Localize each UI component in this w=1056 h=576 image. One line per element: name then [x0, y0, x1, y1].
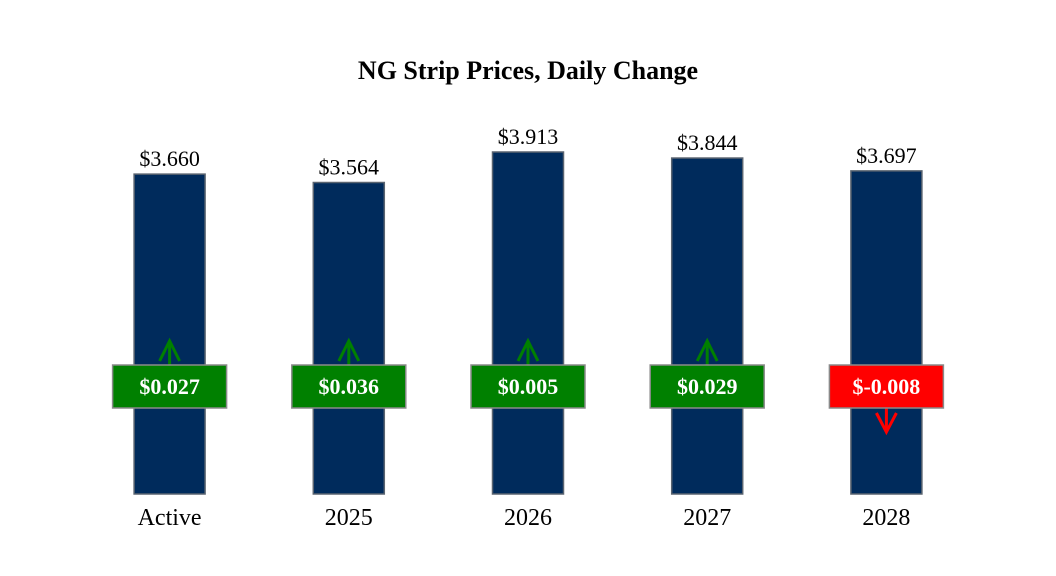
change-badge: [291, 364, 407, 409]
change-label: $0.027: [139, 374, 200, 399]
x-tick-label: 2027: [683, 505, 731, 531]
bar-2026: [491, 151, 565, 495]
change-label: $0.005: [498, 374, 559, 399]
chart-title: NG Strip Prices, Daily Change: [358, 56, 698, 85]
x-tick-label: Active: [138, 505, 202, 531]
x-tick-label: 2028: [862, 505, 910, 531]
change-label: $0.029: [677, 374, 738, 399]
bar-value-label: $3.844: [677, 130, 738, 155]
bar-value-label: $3.564: [319, 155, 380, 180]
change-badge: [111, 364, 228, 409]
bar-2028: [850, 170, 923, 495]
change-label: $-0.008: [852, 374, 920, 399]
bar-value-label: $3.913: [498, 124, 559, 149]
bar-active: [133, 173, 206, 495]
change-label: $0.036: [319, 374, 380, 399]
chart-marks: $3.660 Active $0.027 $3.564 2025 $0.036 $3.913…: [111, 124, 945, 531]
bar-value-label: $3.697: [856, 143, 917, 168]
change-badge: [649, 364, 765, 409]
x-tick-label: 2025: [325, 505, 373, 531]
bar-value-label: $3.660: [139, 146, 200, 171]
change-badge: [470, 364, 586, 409]
change-badge: [828, 364, 945, 409]
x-tick-label: 2026: [504, 505, 552, 531]
bar-2027: [670, 157, 744, 495]
